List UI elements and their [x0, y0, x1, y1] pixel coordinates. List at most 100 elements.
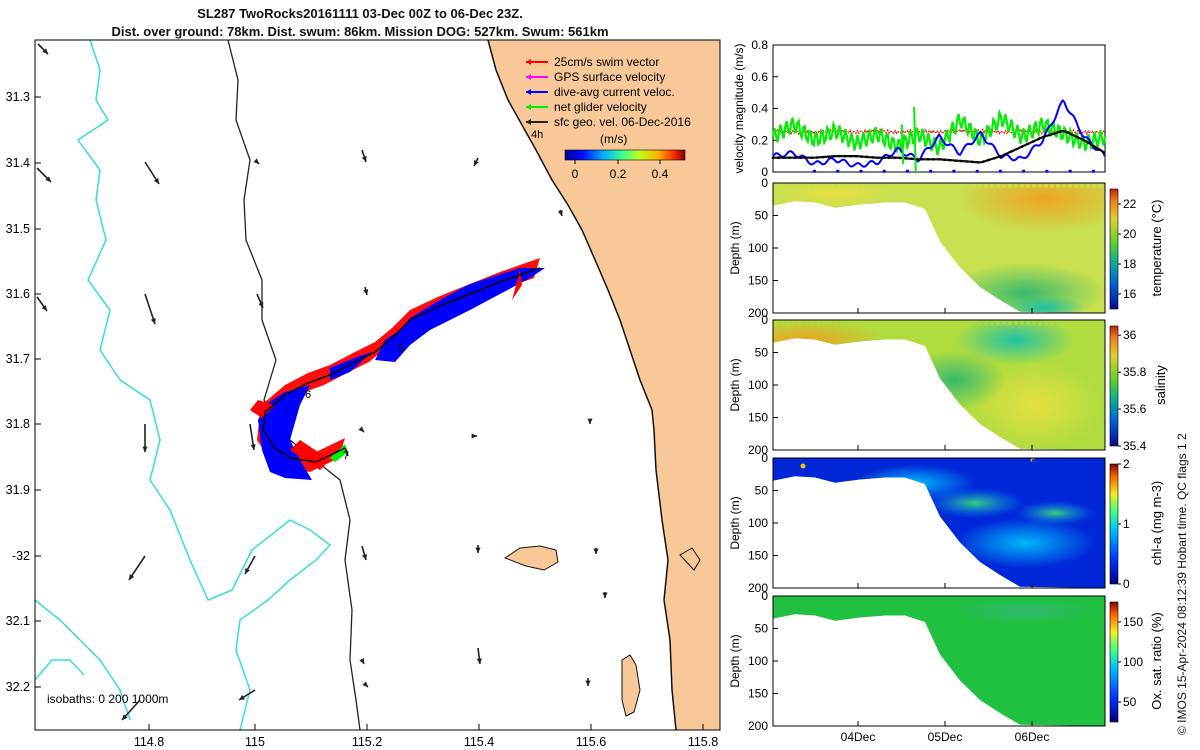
sample-dot — [773, 596, 779, 602]
sfc-point — [865, 155, 869, 159]
colorbar-label: temperature (°C) — [1149, 200, 1164, 297]
y-tick-label: 50 — [755, 209, 769, 223]
sample-dot — [1055, 458, 1061, 464]
sample-dot — [977, 320, 983, 326]
sfc-point — [838, 154, 841, 158]
dac-point — [882, 169, 886, 173]
sample-dot — [1013, 596, 1019, 602]
section-colorbar — [1109, 188, 1119, 310]
sample-dot — [863, 183, 869, 189]
sample-dot — [869, 458, 875, 464]
sample-dot — [977, 458, 983, 464]
sfc-point — [915, 157, 919, 161]
track-marker: 6 — [305, 389, 311, 401]
sample-dot — [941, 458, 947, 464]
sample-dot — [989, 320, 995, 326]
sample-dot — [965, 183, 971, 189]
sfc-point — [954, 159, 957, 162]
sample-dot — [965, 320, 971, 326]
sfc-point — [771, 156, 775, 160]
current-arrowhead — [475, 547, 481, 553]
sample-dot — [857, 183, 863, 189]
sample-dot — [989, 183, 995, 189]
current-arrowhead — [474, 160, 479, 166]
sample-dot — [989, 596, 995, 602]
sample-dot — [863, 596, 869, 602]
colorbar-tick-label: 2 — [1123, 457, 1130, 471]
sample-dot — [881, 596, 887, 602]
x-tick-label: 04Dec — [841, 730, 876, 744]
sample-dot — [827, 183, 833, 189]
y-tick-label: 150 — [748, 274, 768, 288]
y-tick-label: 150 — [748, 549, 768, 563]
isobath-1000m — [76, 40, 332, 730]
sfc-point — [910, 157, 913, 161]
sample-dot — [923, 458, 929, 464]
y-tick-label: 200 — [748, 306, 768, 320]
sample-dot — [917, 320, 923, 326]
legend-arrowhead — [526, 119, 531, 125]
colorbar-tick-label: 1 — [1123, 517, 1130, 531]
sample-dot — [983, 458, 989, 464]
sample-dot — [941, 596, 947, 602]
sample-dot — [887, 596, 893, 602]
sample-dot — [863, 320, 869, 326]
sample-dot — [1073, 320, 1079, 326]
current-arrowhead — [45, 176, 51, 182]
sample-dot — [947, 458, 953, 464]
sample-dot — [785, 596, 791, 602]
y-tick-label: 150 — [748, 411, 768, 425]
dac-point — [859, 169, 863, 173]
sample-dot — [1037, 320, 1043, 326]
feature — [955, 518, 1095, 568]
dac-point — [1091, 169, 1095, 173]
sample-dot — [851, 596, 857, 602]
sample-dot — [995, 320, 1001, 326]
series-dive-avg-current — [772, 99, 1106, 168]
sample-dot — [857, 458, 863, 464]
sample-dot — [821, 320, 827, 326]
sample-dot — [815, 320, 821, 326]
sample-dot — [905, 458, 911, 464]
sample-dot — [1085, 458, 1091, 464]
sample-dot — [1049, 596, 1055, 602]
sample-dot — [881, 458, 887, 464]
x-tick-label: 05Dec — [928, 730, 963, 744]
sample-dot — [1031, 320, 1037, 326]
sample-dot — [893, 458, 899, 464]
sample-dot — [869, 596, 875, 602]
sample-dot — [905, 183, 911, 189]
sfc-point — [937, 158, 941, 161]
sample-dot — [989, 458, 995, 464]
sample-dot — [935, 458, 941, 464]
sample-dot — [899, 458, 905, 464]
isobath-1000m — [35, 599, 131, 721]
sample-dot — [1061, 596, 1067, 602]
sample-dot — [785, 320, 791, 326]
sample-dot — [785, 458, 791, 464]
sfc-point — [1037, 137, 1040, 141]
sfc-point — [1098, 148, 1101, 151]
sample-dot — [779, 320, 785, 326]
sample-dot — [839, 183, 845, 189]
current-arrowhead — [122, 714, 128, 720]
sample-dot — [833, 596, 839, 602]
sample-dot — [929, 596, 935, 602]
sample-dot — [923, 320, 929, 326]
sample-dot — [947, 320, 953, 326]
section-colorbar — [1109, 325, 1119, 447]
plot-title-line2: Dist. over ground: 78km. Dist. swum: 86k… — [111, 24, 609, 39]
section-ylabel: Depth (m) — [728, 221, 742, 274]
swim-vectors — [250, 400, 275, 418]
sample-dot — [1079, 458, 1085, 464]
sample-dot — [1043, 320, 1049, 326]
sample-dot — [1067, 458, 1073, 464]
sample-dot — [1073, 458, 1079, 464]
sfc-point — [1087, 141, 1090, 145]
sample-dot — [935, 320, 941, 326]
lat-tick-label: -32 — [12, 549, 30, 563]
sfc-point — [832, 154, 836, 158]
colorbar-speed: (m/s) 0 0.2 0.4 — [564, 132, 686, 181]
credit-line: © IMOS 15-Apr-2024 08:12:39 Hobart time.… — [1175, 433, 1189, 735]
